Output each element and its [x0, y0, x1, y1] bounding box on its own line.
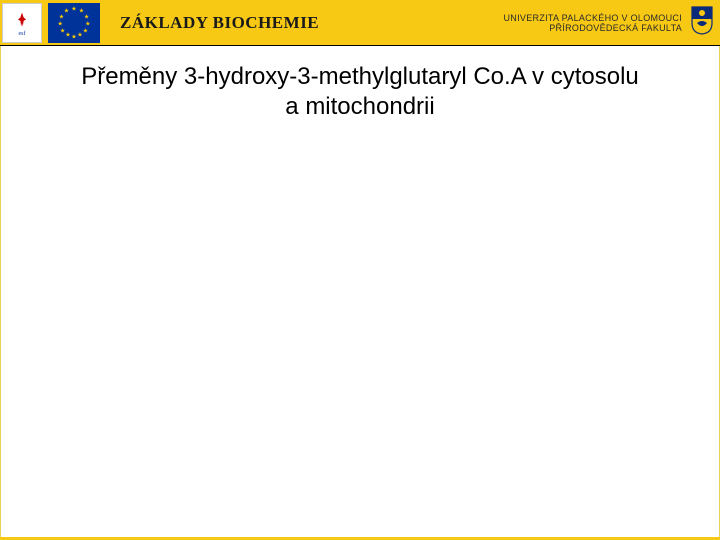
university-line2: PŘÍRODOVĚDECKÁ FAKULTA — [549, 23, 682, 33]
esf-stars — [11, 9, 33, 31]
esf-figure-icon — [18, 13, 26, 27]
header-title-block: ZÁKLADY BIOCHEMIE — [102, 0, 504, 45]
shield-icon — [690, 5, 714, 35]
course-title: ZÁKLADY BIOCHEMIE — [120, 13, 504, 33]
slide-title-line2: a mitochondrii — [285, 93, 434, 120]
eu-logo-box: ★ ★ ★ ★ ★ ★ ★ ★ ★ ★ ★ ★ — [44, 0, 102, 45]
slide-title: Přeměny 3-hydroxy-3-methylglutaryl Co.A … — [22, 62, 698, 122]
left-border — [0, 46, 1, 537]
university-shield-box — [688, 0, 720, 40]
header-bar: esf ★ ★ ★ ★ ★ ★ ★ ★ ★ ★ ★ ★ ZÁKLADY BIOC… — [0, 0, 720, 46]
slide-content: Přeměny 3-hydroxy-3-methylglutaryl Co.A … — [0, 46, 720, 138]
eu-stars: ★ ★ ★ ★ ★ ★ ★ ★ ★ ★ ★ ★ — [59, 8, 89, 38]
esf-logo: esf — [2, 3, 42, 43]
university-block: UNIVERZITA PALACKÉHO V OLOMOUCI PŘÍRODOV… — [504, 0, 689, 45]
esf-label: esf — [19, 31, 26, 37]
esf-logo-box: esf — [0, 0, 44, 45]
university-line1: UNIVERZITA PALACKÉHO V OLOMOUCI — [504, 13, 683, 23]
slide-title-line1: Přeměny 3-hydroxy-3-methylglutaryl Co.A … — [81, 63, 639, 90]
eu-flag-icon: ★ ★ ★ ★ ★ ★ ★ ★ ★ ★ ★ ★ — [48, 3, 100, 43]
